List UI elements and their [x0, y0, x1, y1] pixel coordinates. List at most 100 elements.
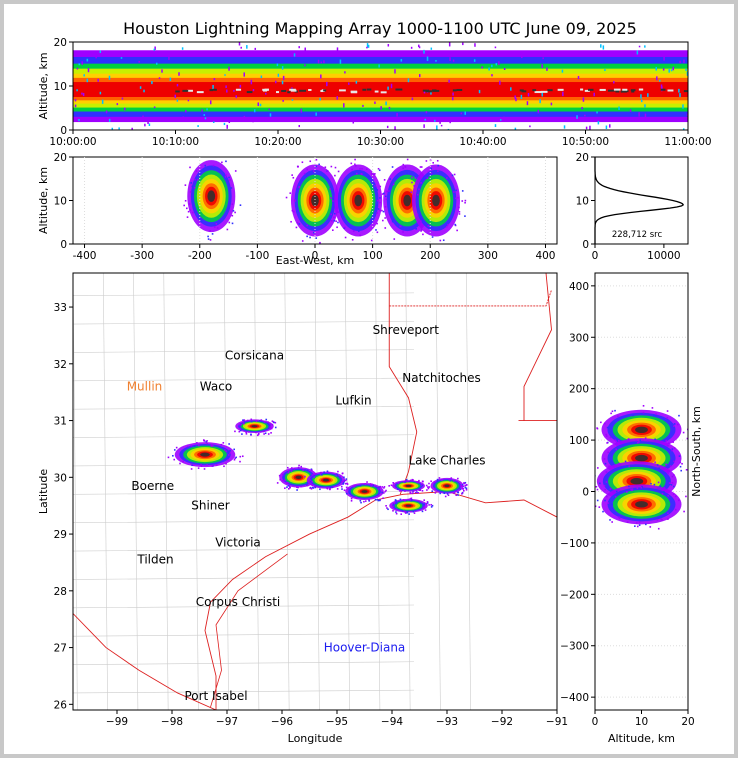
time-altitude-speckle	[243, 115, 246, 118]
storm-cell-speckle	[463, 482, 466, 485]
north-south-cell-speckle	[605, 481, 608, 483]
time-altitude-speckle	[462, 42, 464, 46]
storm-cell-speckle	[418, 479, 420, 482]
north-south-cell-speckle	[605, 433, 607, 436]
time-altitude-speckle	[473, 59, 476, 62]
time-altitude-speckle	[131, 127, 133, 130]
east-west-cell-speckle	[406, 172, 408, 175]
north-south-cell-speckle	[661, 493, 664, 495]
storm-cell-speckle	[392, 505, 394, 508]
time-altitude-speckle	[581, 106, 583, 110]
storm-cell-speckle	[238, 423, 241, 426]
east-west-cell-speckle	[384, 206, 387, 208]
time-altitude-speckle	[428, 118, 431, 122]
time-altitude-speckle	[499, 119, 502, 121]
county-line	[284, 273, 290, 710]
time-altitude-speckle	[81, 61, 83, 65]
storm-cell-speckle	[186, 445, 189, 448]
north-south-cell-speckle	[627, 438, 629, 441]
east-west-cell-speckle	[454, 223, 456, 226]
county-line	[73, 320, 415, 325]
time-altitude-speckle	[120, 57, 123, 59]
north-south-cell-speckle	[671, 448, 674, 450]
east-west-cell-speckle	[464, 199, 467, 202]
storm-cell-speckle	[464, 486, 467, 489]
storm-cell-speckle	[263, 433, 265, 435]
time-altitude-speckle	[495, 63, 498, 66]
storm-cell-speckle	[430, 506, 433, 508]
north-south-cell-speckle	[678, 414, 680, 417]
storm-cell-speckle	[423, 506, 426, 508]
storm-cell-speckle	[211, 465, 213, 467]
east-west-cell-speckle	[207, 235, 209, 238]
storm-cell-speckle	[462, 488, 465, 490]
storm-cell-speckle	[240, 423, 242, 426]
time-altitude-speckle	[95, 55, 97, 59]
east-west-cell-speckle	[388, 190, 390, 192]
storm-cell-speckle	[285, 482, 288, 484]
storm-cell-speckle	[407, 480, 409, 483]
east-west-cell-speckle	[432, 162, 434, 164]
storm-cell	[361, 490, 368, 493]
east-west-cell-speckle	[376, 204, 378, 206]
city-label: Shiner	[191, 499, 230, 513]
histogram-ytick-label: 10	[576, 196, 589, 208]
north-south-cell-speckle	[638, 521, 641, 523]
north-south-cell-speckle	[635, 522, 638, 524]
east-west-cell-speckle	[374, 173, 376, 175]
north-south-cell-speckle	[640, 486, 643, 489]
east-west-cell-speckle	[436, 159, 439, 162]
storm-cell-speckle	[419, 489, 422, 491]
storm-cell-speckle	[400, 513, 403, 515]
time-altitude-core	[323, 89, 327, 92]
county-line	[193, 273, 199, 710]
time-altitude-speckle	[226, 89, 228, 93]
north-south-xlabel: Altitude, km	[608, 732, 675, 745]
time-altitude-speckle	[282, 99, 284, 102]
storm-cell-speckle	[286, 486, 288, 488]
north-south-cell-speckle	[607, 451, 610, 454]
north-south-cell-speckle	[615, 448, 618, 451]
east-west-cell-speckle	[209, 230, 211, 232]
storm-cell-speckle	[175, 446, 178, 449]
time-altitude-speckle	[682, 104, 684, 109]
east-west-cell-speckle	[410, 191, 413, 194]
east-west-cell-speckle	[294, 200, 296, 202]
north-south-cell-speckle	[668, 482, 671, 484]
storm-cell-speckle	[255, 431, 257, 434]
east-west-cell-speckle	[292, 176, 295, 179]
storm-cell-speckle	[281, 473, 284, 476]
east-west-cell-speckle	[193, 186, 196, 189]
storm-cell-speckle	[388, 485, 390, 487]
east-west-cell-speckle	[204, 164, 207, 167]
state-border	[523, 273, 552, 421]
east-west-cell-speckle	[228, 176, 230, 179]
storm-cell-speckle	[431, 504, 434, 507]
east-west-cell-speckle	[384, 217, 386, 219]
storm-cell-speckle	[265, 418, 268, 421]
storm-cell-speckle	[428, 482, 430, 485]
time-altitude-speckle	[418, 74, 421, 78]
east-west-xtick-label: 100	[363, 250, 383, 262]
north-south-cell-speckle	[617, 439, 620, 442]
time-altitude-speckle	[425, 111, 428, 114]
east-west-cell-speckle	[415, 228, 417, 230]
time-altitude-speckle	[605, 125, 608, 130]
time-altitude-speckle	[344, 71, 346, 74]
storm-cell-speckle	[172, 454, 174, 457]
east-west-cell-speckle	[239, 204, 242, 206]
storm-cell-speckle	[433, 482, 436, 485]
storm-cell	[405, 504, 412, 507]
storm-cell-speckle	[210, 445, 213, 447]
county-line	[73, 377, 415, 382]
time-altitude-speckle	[541, 64, 543, 69]
time-altitude-speckle	[87, 68, 90, 73]
north-south-cell-speckle	[650, 482, 652, 485]
time-altitude-core	[308, 88, 312, 91]
north-south-cell-speckle	[602, 510, 604, 513]
time-altitude-speckle	[520, 94, 523, 99]
north-south-cell-speckle	[609, 488, 612, 490]
storm-cell-speckle	[242, 422, 245, 424]
plan-view-ytick-label: 31	[54, 416, 67, 428]
plan-view-ytick-label: 29	[54, 529, 67, 541]
